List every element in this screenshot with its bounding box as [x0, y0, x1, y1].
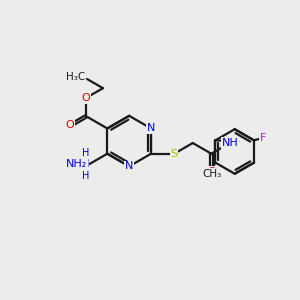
Text: S: S [171, 149, 178, 159]
Text: O: O [66, 121, 75, 130]
Text: CH₃: CH₃ [202, 169, 221, 179]
Text: N: N [125, 161, 134, 171]
Text: NH: NH [221, 138, 238, 148]
Text: O: O [207, 167, 216, 176]
Text: N: N [147, 124, 155, 134]
Text: O: O [82, 93, 91, 103]
Text: F: F [260, 133, 266, 143]
Text: NH₂: NH₂ [66, 159, 87, 170]
Text: H₃C: H₃C [66, 73, 85, 82]
Text: H
N
H: H N H [82, 148, 89, 181]
